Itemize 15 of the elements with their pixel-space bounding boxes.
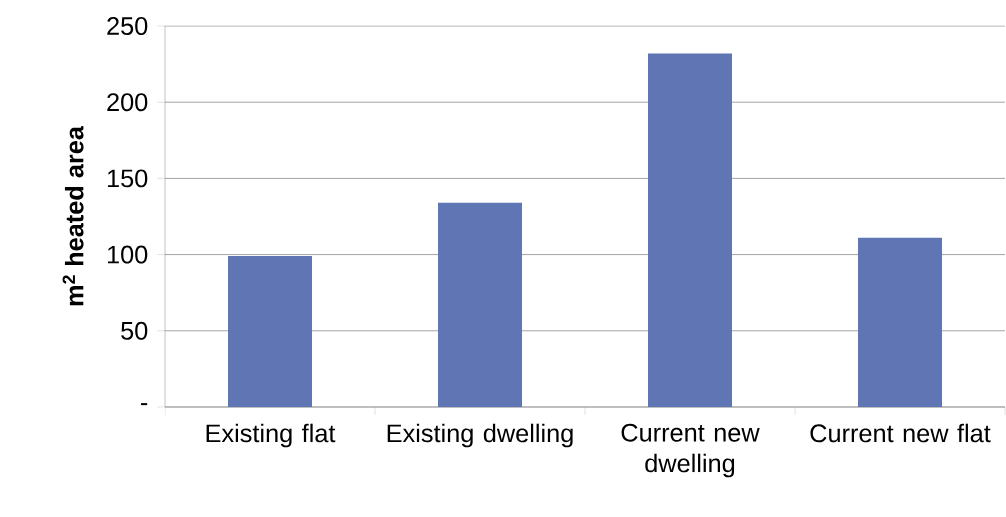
bar bbox=[648, 53, 732, 407]
x-tick-label: Current new dwelling bbox=[621, 423, 760, 478]
x-tick-label: Existing dwelling bbox=[387, 423, 573, 448]
y-tick-label: 150 bbox=[107, 169, 148, 188]
x-tick-label: Existing flat bbox=[206, 423, 336, 448]
y-tick-label: 100 bbox=[107, 245, 148, 264]
y-tick-label: 250 bbox=[107, 17, 148, 35]
bar bbox=[438, 202, 522, 407]
y-axis-title: m$^{2}$ heated area bbox=[62, 125, 84, 306]
x-tick-label: Current new flat bbox=[810, 423, 991, 443]
bar bbox=[858, 237, 942, 407]
bar bbox=[228, 256, 313, 407]
y-tick-label: 200 bbox=[107, 93, 148, 112]
y-tick-label: 50 bbox=[121, 321, 148, 340]
y-tick-label: - bbox=[140, 403, 148, 406]
